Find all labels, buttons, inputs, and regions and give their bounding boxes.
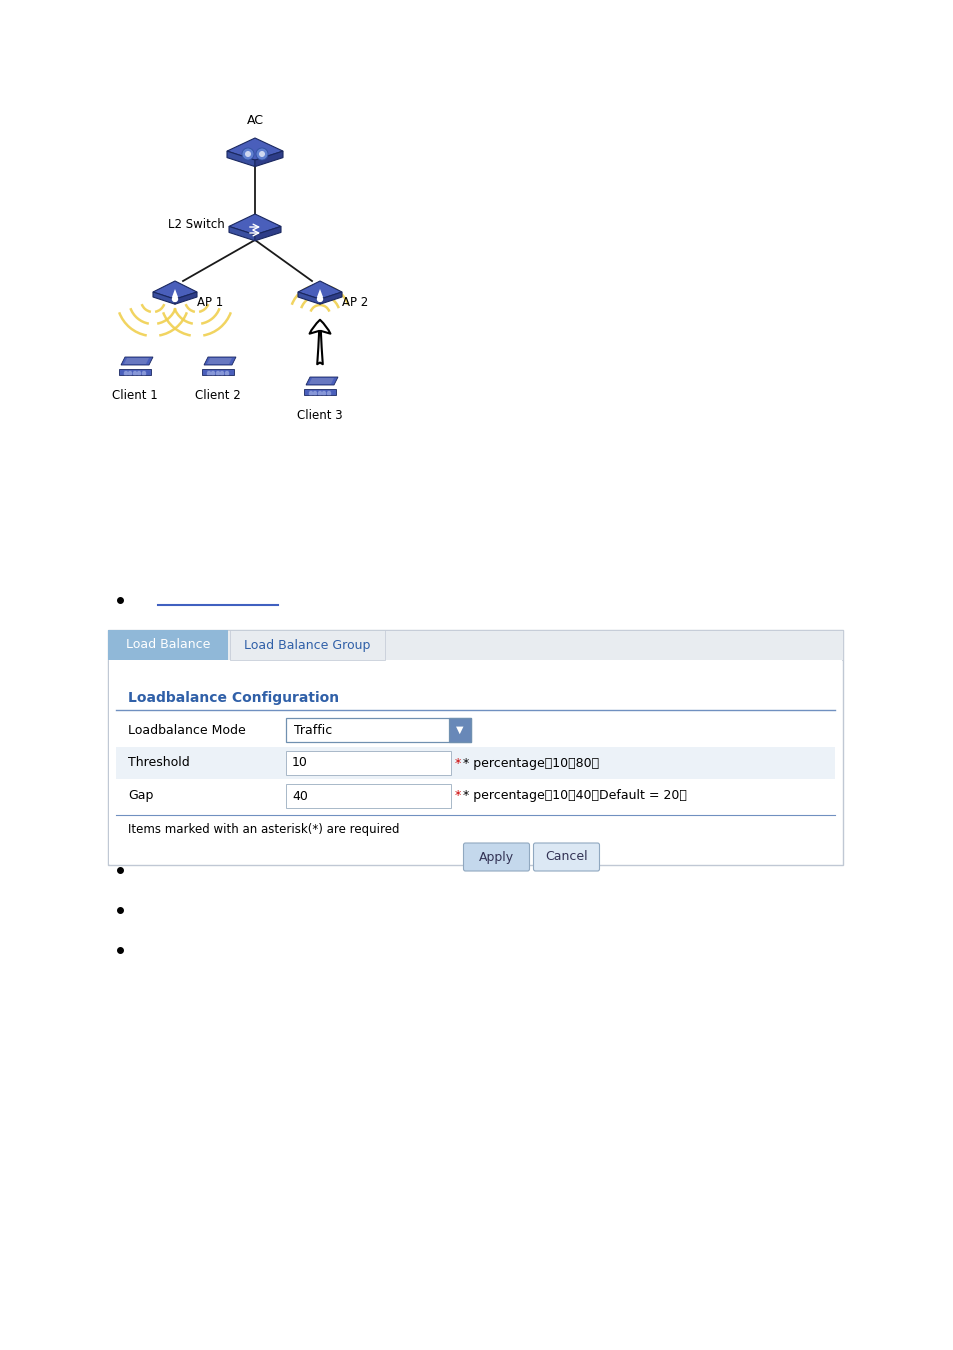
Polygon shape (124, 358, 149, 364)
Text: Client 1: Client 1 (112, 389, 157, 402)
Text: 10: 10 (292, 756, 308, 770)
Circle shape (258, 151, 265, 157)
Polygon shape (309, 378, 334, 383)
Circle shape (242, 148, 253, 161)
Text: Load Balance: Load Balance (126, 639, 210, 652)
Text: Loadbalance Configuration: Loadbalance Configuration (128, 691, 338, 705)
Polygon shape (174, 292, 196, 304)
Polygon shape (319, 292, 341, 304)
Text: Cancel: Cancel (544, 850, 587, 864)
Polygon shape (306, 377, 337, 385)
Text: Traffic: Traffic (294, 724, 332, 737)
Polygon shape (121, 356, 152, 365)
Polygon shape (316, 289, 323, 297)
FancyBboxPatch shape (108, 630, 842, 660)
FancyBboxPatch shape (108, 630, 228, 660)
Polygon shape (297, 281, 341, 300)
Text: *: * (455, 756, 460, 770)
Polygon shape (254, 151, 283, 166)
Polygon shape (227, 151, 254, 166)
Circle shape (245, 151, 251, 157)
Text: AP 1: AP 1 (196, 297, 223, 309)
Text: Client 2: Client 2 (195, 389, 240, 402)
FancyBboxPatch shape (108, 630, 842, 865)
FancyBboxPatch shape (109, 660, 841, 864)
Text: AC: AC (246, 113, 263, 127)
Text: ▼: ▼ (456, 725, 463, 734)
Polygon shape (229, 215, 281, 235)
Text: AP 2: AP 2 (341, 297, 368, 309)
Polygon shape (204, 356, 235, 365)
Polygon shape (227, 138, 283, 161)
Text: L2 Switch: L2 Switch (168, 219, 225, 231)
Polygon shape (304, 389, 335, 396)
FancyBboxPatch shape (449, 718, 471, 743)
Text: Apply: Apply (478, 850, 514, 864)
Text: Load Balance Group: Load Balance Group (244, 639, 371, 652)
Text: 40: 40 (292, 790, 308, 802)
Polygon shape (119, 369, 151, 375)
Text: * percentage（10－80）: * percentage（10－80） (462, 756, 598, 770)
Text: *: * (455, 790, 460, 802)
Polygon shape (152, 281, 196, 300)
FancyBboxPatch shape (286, 784, 451, 809)
Text: Client 3: Client 3 (297, 409, 342, 423)
Text: Gap: Gap (128, 790, 153, 802)
Circle shape (317, 297, 322, 301)
FancyBboxPatch shape (116, 780, 834, 811)
Circle shape (255, 148, 268, 161)
Polygon shape (297, 292, 319, 304)
FancyBboxPatch shape (116, 714, 834, 747)
Circle shape (172, 297, 177, 301)
FancyBboxPatch shape (533, 842, 598, 871)
Polygon shape (207, 358, 232, 364)
Text: Items marked with an asterisk(*) are required: Items marked with an asterisk(*) are req… (128, 822, 399, 836)
FancyBboxPatch shape (116, 747, 834, 779)
Polygon shape (172, 289, 178, 297)
Polygon shape (202, 369, 233, 375)
Polygon shape (229, 227, 254, 240)
FancyBboxPatch shape (286, 751, 451, 775)
FancyBboxPatch shape (286, 718, 471, 743)
FancyBboxPatch shape (230, 630, 385, 660)
Text: Threshold: Threshold (128, 756, 190, 770)
FancyBboxPatch shape (463, 842, 529, 871)
Text: * percentage（10－40，Default = 20）: * percentage（10－40，Default = 20） (462, 790, 686, 802)
Polygon shape (254, 227, 281, 240)
Polygon shape (152, 292, 174, 304)
Text: Loadbalance Mode: Loadbalance Mode (128, 724, 246, 737)
